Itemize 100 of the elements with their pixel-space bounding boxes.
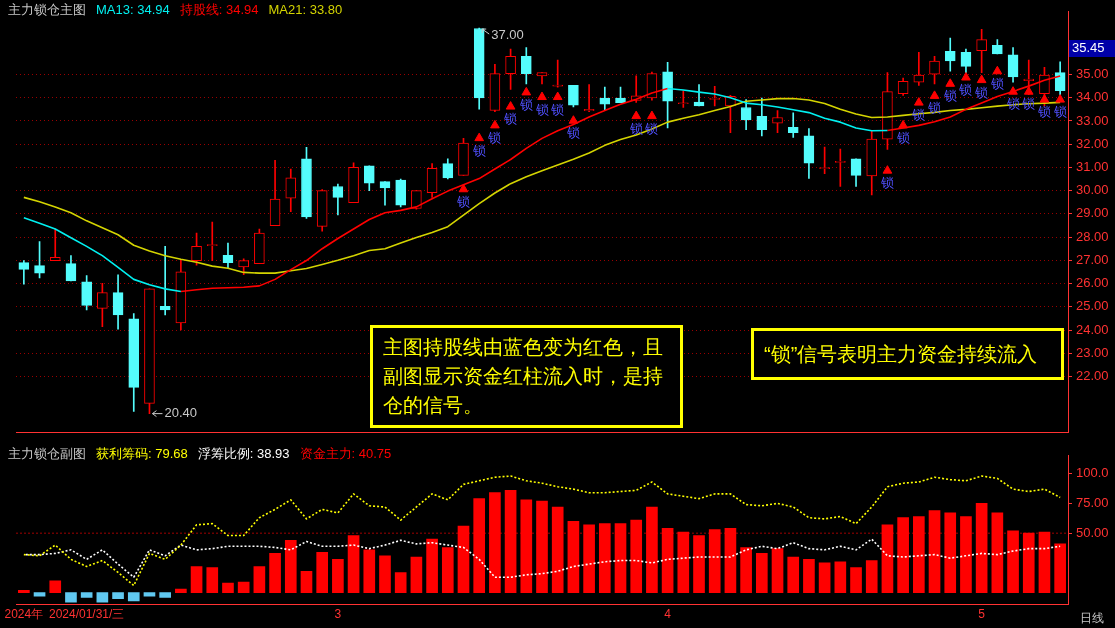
bar — [96, 592, 109, 603]
bar — [143, 592, 156, 597]
point — [1008, 86, 1018, 95]
data-label: 锁 — [958, 82, 973, 98]
chart-title: 主力锁仓副图 — [8, 445, 86, 461]
bar — [928, 510, 941, 594]
bar — [206, 567, 219, 594]
bar — [253, 566, 266, 594]
point — [537, 91, 547, 101]
bar — [567, 520, 580, 594]
bar — [598, 523, 611, 594]
bar — [379, 555, 391, 594]
bar — [112, 592, 124, 599]
bar — [441, 547, 454, 594]
y-tick-label: 27.00 — [1076, 251, 1109, 267]
point — [647, 110, 657, 120]
bar — [850, 567, 862, 594]
bar — [897, 517, 909, 594]
point — [992, 65, 1003, 75]
bar — [944, 512, 957, 594]
chart-title: 主力锁仓主图 — [8, 1, 86, 17]
bar — [222, 582, 234, 594]
bar — [1054, 543, 1066, 594]
point — [898, 119, 908, 129]
text: 浮筹比例: 38.93 — [197, 445, 290, 461]
bar — [724, 528, 737, 594]
candlestick — [49, 228, 61, 261]
bar — [457, 525, 470, 594]
y-tick-label: 24.00 — [1076, 321, 1109, 337]
point — [1039, 94, 1050, 103]
bar — [426, 538, 438, 594]
x-tick-label: 2024年 — [4, 607, 44, 622]
bar — [332, 559, 344, 594]
point — [882, 165, 893, 174]
annotation: 37.00 — [491, 26, 524, 42]
x-tick-label: 4 — [664, 607, 672, 622]
candlestick — [787, 112, 799, 138]
bar — [787, 556, 800, 594]
point — [976, 74, 987, 84]
candlestick — [552, 59, 564, 88]
y-tick-label: 31.00 — [1076, 159, 1109, 174]
data-label: 锁 — [455, 193, 470, 209]
point — [458, 183, 469, 193]
bar — [803, 559, 815, 594]
data-label: 锁 — [974, 84, 989, 100]
point — [568, 115, 579, 124]
bar — [49, 580, 62, 594]
bar — [504, 489, 517, 594]
bar — [991, 512, 1004, 594]
y-tick-label: 34.00 — [1076, 89, 1109, 105]
point — [1055, 94, 1065, 103]
point — [490, 119, 500, 129]
point — [505, 101, 516, 110]
bar — [818, 562, 831, 594]
data-label: 锁 — [503, 111, 518, 127]
line-series — [23, 475, 1061, 587]
bar — [881, 524, 894, 594]
bar — [693, 535, 705, 594]
data-label: 锁 — [1036, 104, 1051, 120]
y-tick-label: 25.00 — [1076, 298, 1109, 314]
bar — [190, 566, 203, 594]
bar — [551, 506, 564, 594]
bar — [269, 553, 281, 594]
annotation: “锁”信号表明主力资金持续流入 — [764, 341, 1038, 367]
text: 获利筹码: 79.68 — [96, 445, 188, 461]
bar — [708, 529, 721, 594]
bar — [300, 570, 313, 594]
data-label: 锁 — [879, 175, 894, 191]
annotation: 主图持股线由蓝色变为红色，且副图显示资金红柱流入时，是持仓的信号。 — [383, 335, 664, 418]
y-tick-label: 29.00 — [1076, 205, 1109, 221]
y-tick-label: 33.00 — [1076, 112, 1109, 128]
annotation: 20.40 — [164, 405, 198, 421]
point — [914, 97, 924, 106]
y-tick-label: 22.00 — [1076, 368, 1109, 384]
y-tick-label: 26.00 — [1076, 275, 1109, 291]
bar — [473, 498, 486, 594]
y-tick-label: 32.00 — [1076, 135, 1109, 151]
bar — [1022, 532, 1035, 594]
bar — [284, 539, 297, 594]
line-series — [23, 538, 1061, 579]
point — [474, 132, 485, 142]
candlestick — [379, 181, 391, 206]
bar — [865, 560, 878, 594]
bar — [363, 549, 376, 594]
bar — [80, 592, 93, 598]
bar — [614, 523, 627, 594]
point — [521, 86, 532, 96]
text: 持股线: 34.94 — [179, 1, 259, 17]
candlestick — [913, 51, 925, 86]
y-tick-label: 23.00 — [1076, 344, 1109, 360]
point — [929, 90, 940, 99]
data-label: 锁 — [518, 96, 533, 112]
bar — [159, 592, 171, 598]
bar — [127, 592, 140, 602]
bar — [677, 531, 690, 594]
bar — [175, 588, 187, 594]
data-label: 锁 — [895, 129, 910, 145]
y-tick-label: 100.0 — [1076, 465, 1109, 481]
data-label: 锁 — [550, 101, 565, 117]
point — [631, 110, 642, 120]
